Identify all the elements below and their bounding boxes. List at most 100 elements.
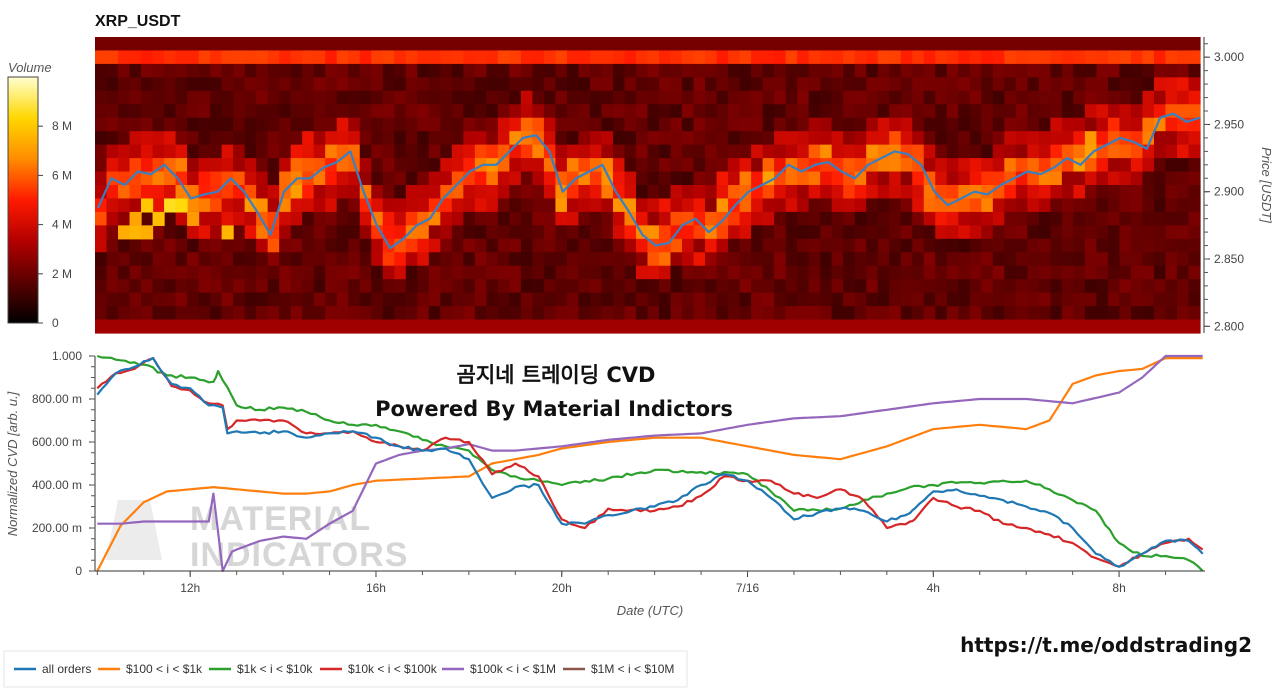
heatmap-cell	[843, 37, 856, 52]
heatmap-cell	[981, 225, 994, 240]
heatmap-cell	[785, 77, 798, 92]
heatmap-cell	[348, 225, 361, 240]
legend-item-label[interactable]: all orders	[42, 662, 91, 676]
heatmap-cell	[233, 77, 246, 92]
heatmap-cell	[716, 117, 729, 132]
heatmap-cell	[371, 306, 384, 321]
heatmap-cell	[808, 265, 821, 280]
heatmap-cell	[543, 265, 557, 280]
heatmap-cell	[325, 63, 338, 78]
heatmap-cell	[659, 171, 672, 186]
heatmap-cell	[1107, 90, 1121, 105]
heatmap-cell	[1004, 50, 1017, 65]
heatmap-cell	[566, 225, 580, 240]
heatmap-cell	[1119, 211, 1132, 226]
heatmap-cell	[1188, 279, 1201, 294]
heatmap-cell	[612, 252, 626, 267]
heatmap-cell	[923, 90, 936, 105]
heatmap-cell	[313, 90, 326, 105]
heatmap-cell	[1038, 171, 1051, 186]
legend-item-label[interactable]: $1k < i < $10k	[237, 662, 313, 676]
heatmap-cell	[325, 185, 338, 200]
heatmap-cell	[233, 104, 246, 119]
heatmap-cell	[808, 292, 821, 307]
heatmap-cell	[313, 211, 326, 226]
heatmap-cell	[210, 306, 223, 321]
heatmap-cell	[889, 63, 902, 78]
heatmap-cell	[463, 238, 476, 253]
heatmap-cell	[682, 104, 695, 119]
heatmap-cell	[118, 144, 131, 159]
telegram-url[interactable]: https://t.me/oddstrading2	[960, 633, 1252, 657]
heatmap-cell	[1096, 225, 1109, 240]
legend-item-label[interactable]: $10k < i < $100k	[348, 662, 438, 676]
heatmap-cell	[739, 292, 752, 307]
legend-item-label[interactable]: $1M < i < $10M	[591, 662, 674, 676]
heatmap-cell	[866, 306, 879, 321]
heatmap-cell	[267, 306, 280, 321]
heatmap-cell	[221, 90, 234, 105]
heatmap-cell	[1119, 144, 1132, 159]
heatmap-cell	[762, 185, 775, 200]
heatmap-cell	[612, 104, 626, 119]
heatmap-cell	[267, 158, 280, 173]
heatmap-cell	[210, 144, 223, 159]
heatmap-cell	[1107, 63, 1121, 78]
heatmap-cell	[751, 211, 764, 226]
legend-item-label[interactable]: $100k < i < $1M	[470, 662, 556, 676]
heatmap-cell	[601, 198, 614, 213]
price-tick-label: 2.850	[1214, 252, 1244, 266]
heatmap-cell	[877, 292, 890, 307]
heatmap-cell	[152, 131, 165, 146]
heatmap-cell	[555, 238, 568, 253]
heatmap-cell	[1073, 104, 1086, 119]
cvd-x-tick-label: 4h	[927, 581, 940, 595]
heatmap-cell	[1130, 158, 1144, 173]
heatmap-cell	[417, 104, 430, 119]
heatmap-cell	[981, 63, 994, 78]
heatmap-cell	[543, 238, 557, 253]
heatmap-cell	[279, 171, 292, 186]
heatmap-cell	[1107, 144, 1121, 159]
heatmap-cell	[589, 63, 603, 78]
heatmap-cell	[670, 279, 683, 294]
heatmap-cell	[1142, 117, 1155, 132]
heatmap-cell	[877, 238, 890, 253]
heatmap-cell	[106, 198, 119, 213]
heatmap-cell	[693, 37, 706, 52]
heatmap-cell	[969, 306, 982, 321]
heatmap-cell	[118, 292, 131, 307]
heatmap-cell	[267, 225, 280, 240]
heatmap-cell	[785, 319, 798, 334]
heatmap-cell	[912, 265, 925, 280]
heatmap-cell	[95, 104, 108, 119]
heatmap-cell	[290, 50, 303, 65]
heatmap-cell	[279, 117, 292, 132]
heatmap-cell	[935, 252, 948, 267]
heatmap-cell	[279, 63, 292, 78]
heatmap-cell	[923, 319, 936, 334]
heatmap-cell	[543, 292, 557, 307]
heatmap-cell	[118, 63, 131, 78]
heatmap-cell	[578, 265, 591, 280]
heatmap-cell	[912, 50, 925, 65]
heatmap-cell	[302, 292, 315, 307]
heatmap-cell	[325, 279, 338, 294]
heatmap-cell	[751, 117, 764, 132]
heatmap-cell	[129, 198, 142, 213]
heatmap-cell	[532, 238, 545, 253]
heatmap-cell	[1038, 319, 1051, 334]
heatmap-cell	[440, 319, 453, 334]
heatmap-cell	[129, 77, 142, 92]
heatmap-cell	[256, 77, 269, 92]
heatmap-cell	[1050, 198, 1063, 213]
heatmap-cell	[290, 37, 303, 52]
heatmap-cell	[1119, 198, 1132, 213]
heatmap-cell	[152, 171, 165, 186]
legend-item-label[interactable]: $100 < i < $1k	[126, 662, 203, 676]
heatmap-cell	[566, 306, 580, 321]
heatmap-cell	[1130, 117, 1144, 132]
heatmap-cell	[1004, 238, 1017, 253]
heatmap-cell	[382, 50, 395, 65]
heatmap-cell	[969, 292, 982, 307]
